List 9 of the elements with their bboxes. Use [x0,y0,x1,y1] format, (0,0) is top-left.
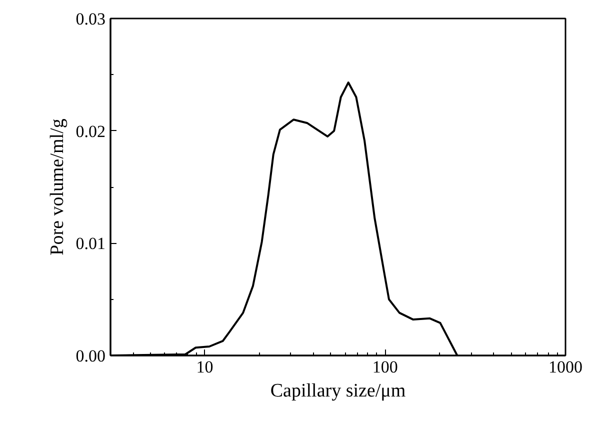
x-axis-title: Capillary size/μm [270,380,406,402]
text: 0.00 [76,346,106,366]
y-tick-label: 0.03 [76,10,106,28]
y-tick-label: 0.01 [76,234,106,254]
x-tick-label: 10 [196,358,214,376]
x-tick-label: 100 [372,358,398,376]
x-tick-label: 1000 [548,358,582,376]
y-axis-title: Pore volume/ml/g [46,118,68,256]
y-tick-label: 0.02 [76,122,106,141]
